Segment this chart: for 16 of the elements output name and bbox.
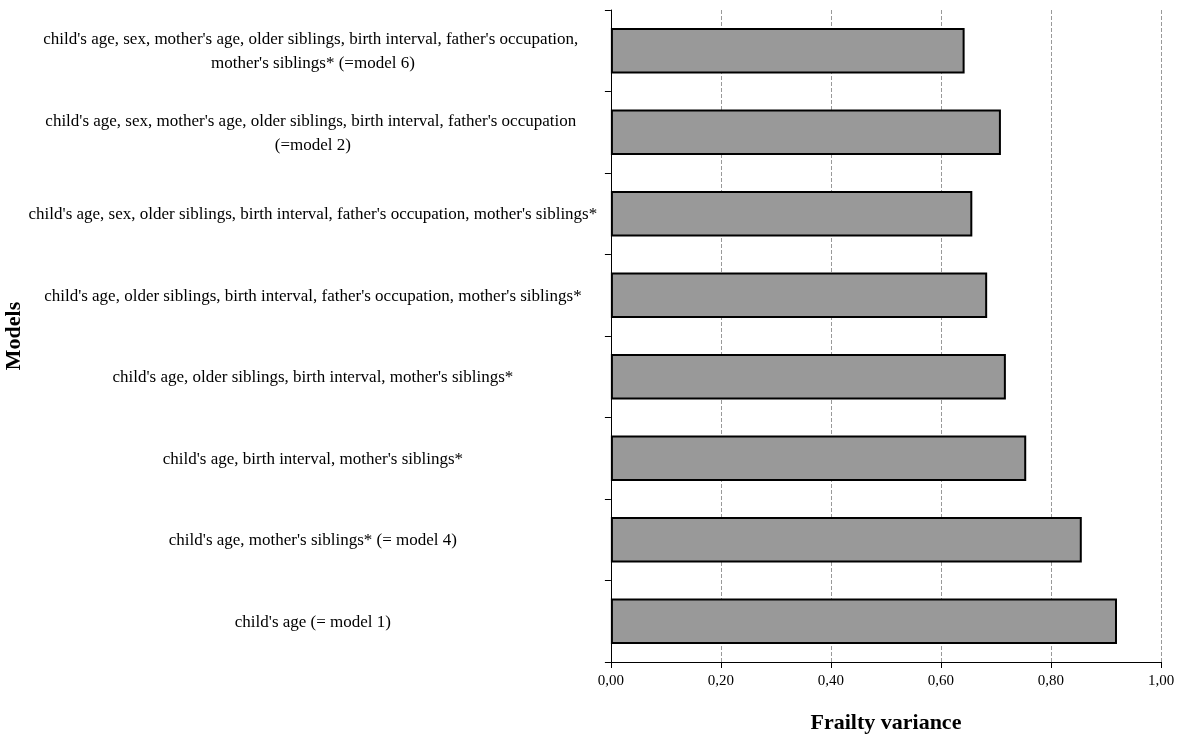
y-tick-label: child's age, sex, older siblings, birth interval, father's occupation, mother's siblings* [28,204,598,224]
y-tick-label: child's age (= model 1) [234,611,391,631]
y-tick-label: child's age, older siblings, birth interval, father's occupation, mother's siblings* [44,285,582,305]
x-axis-title: Frailty variance [810,708,962,734]
y-tick-label: child's age, mother's siblings* (= model 4) [168,530,457,550]
y-tick-label: child's age, birth interval, mother's siblings* [162,448,464,468]
y-tick-label: child's age, older siblings, birth interval, mother's siblings* [112,367,514,387]
x-tick-label: 0,80 [1037,671,1065,688]
x-tick-label: 0,20 [707,671,735,688]
y-tick-label: child's age, sex, mother's age, older siblings, birth interval, father's occupation, mother's siblings* (=model 6) [43,29,583,73]
x-tick-label: 0,60 [927,671,955,688]
x-tick-label: 0,40 [817,671,845,688]
x-tick-label: 1,00 [1147,671,1175,688]
y-axis-title: Models [0,301,25,371]
x-tick-label: 0,00 [597,671,625,688]
y-tick-label: child's age, sex, mother's age, older siblings, birth interval, father's occupation (=model 2) [45,110,581,154]
